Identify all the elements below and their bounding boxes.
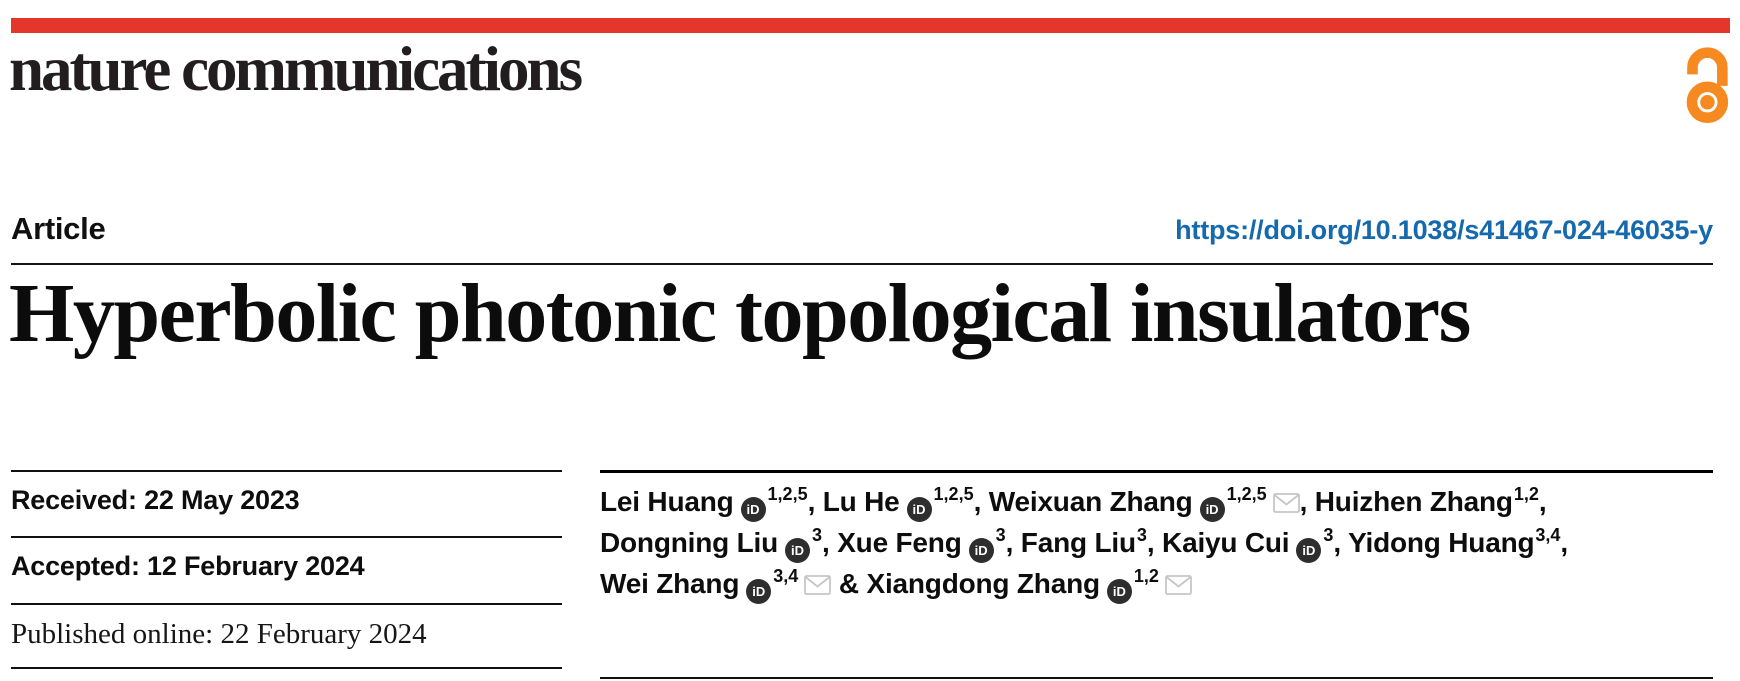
author-separator: , xyxy=(807,486,823,517)
author-line: Dongning Liu iD3, Xue Feng iD3, Fang Liu3,… xyxy=(600,524,1713,565)
author-separator: , xyxy=(1333,527,1349,558)
orcid-icon[interactable]: iD xyxy=(785,538,810,563)
author-separator: , xyxy=(1146,527,1163,558)
envelope-icon[interactable] xyxy=(804,575,832,595)
published-date: Published online: 22 February 2024 xyxy=(11,618,427,650)
envelope-icon[interactable] xyxy=(1272,493,1300,513)
orcid-icon[interactable]: iD xyxy=(746,579,772,604)
author-line: Lei Huang iD1,2,5, Lu He iD1,2,5, Weixuan … xyxy=(600,483,1713,524)
affiliation-superscript: 1,2 xyxy=(1133,566,1159,586)
masthead-red-bar xyxy=(11,18,1730,33)
affiliation-superscript: 1,2,5 xyxy=(767,484,808,504)
orcid-icon[interactable]: iD xyxy=(1106,579,1132,604)
journal-logo: nature communications xyxy=(9,34,583,104)
affiliation-superscript: 1,2,5 xyxy=(933,484,974,504)
open-access-icon[interactable] xyxy=(1678,40,1732,126)
affiliation-superscript: 3 xyxy=(1136,525,1147,545)
paper-title: Hyperbolic photonic topological insulato… xyxy=(9,267,1471,360)
affiliation-superscript: 3,4 xyxy=(773,566,799,586)
author-name: Dongning Liu xyxy=(600,527,778,558)
affiliation-superscript: 3 xyxy=(1323,525,1334,545)
author-separator: & xyxy=(831,568,867,599)
affiliation-superscript: 3 xyxy=(812,525,823,545)
accepted-date-cell: Accepted: 12 February 2024 xyxy=(11,536,562,603)
author-line: Wei Zhang iD3,4 & Xiangdong Zhang iD1,2 xyxy=(600,565,1713,606)
author-name: Kaiyu Cui xyxy=(1162,527,1290,558)
orcid-icon[interactable]: iD xyxy=(1296,538,1322,563)
affiliation-superscript: 3 xyxy=(995,525,1006,545)
published-date-cell: Published online: 22 February 2024 xyxy=(11,603,562,669)
author-name: Weixuan Zhang xyxy=(988,486,1193,517)
orcid-icon[interactable]: iD xyxy=(1199,497,1225,522)
author-separator: , xyxy=(1560,527,1569,558)
accepted-date: Accepted: 12 February 2024 xyxy=(11,551,365,581)
orcid-icon[interactable]: iD xyxy=(906,497,932,522)
author-separator: , xyxy=(973,486,989,517)
dates-column: Received: 22 May 2023 Accepted: 12 Febru… xyxy=(11,470,562,669)
doi-link[interactable]: https://doi.org/10.1038/s41467-024-46035… xyxy=(1175,215,1713,245)
author-separator: , xyxy=(1299,486,1315,517)
article-type-label: Article xyxy=(11,211,106,246)
author-name: Xiangdong Zhang xyxy=(866,568,1100,599)
affiliation-superscript: 3,4 xyxy=(1535,525,1561,545)
author-separator: , xyxy=(822,527,838,558)
author-separator: , xyxy=(1005,527,1021,558)
affiliation-superscript: 1,2 xyxy=(1513,484,1539,504)
author-name: Xue Feng xyxy=(837,527,962,558)
received-date: Received: 22 May 2023 xyxy=(11,485,300,515)
dates-authors-section: Received: 22 May 2023 Accepted: 12 Febru… xyxy=(11,470,1713,679)
affiliation-superscript: 1,2,5 xyxy=(1226,484,1267,504)
author-name: Huizhen Zhang xyxy=(1314,486,1513,517)
author-separator: , xyxy=(1538,486,1547,517)
author-name: Fang Liu xyxy=(1020,527,1136,558)
title-top-rule xyxy=(11,263,1713,265)
author-name: Lu He xyxy=(822,486,900,517)
article-meta-row: Article https://doi.org/10.1038/s41467-0… xyxy=(11,211,1713,247)
envelope-icon[interactable] xyxy=(1165,575,1192,595)
orcid-icon[interactable]: iD xyxy=(740,497,766,522)
orcid-icon[interactable]: iD xyxy=(968,538,994,563)
author-name: Lei Huang xyxy=(600,486,734,517)
author-name: Yidong Huang xyxy=(1348,527,1535,558)
author-list: Lei Huang iD1,2,5, Lu He iD1,2,5, Weixuan … xyxy=(600,470,1713,679)
author-name: Wei Zhang xyxy=(600,568,740,599)
received-date-cell: Received: 22 May 2023 xyxy=(11,470,562,536)
